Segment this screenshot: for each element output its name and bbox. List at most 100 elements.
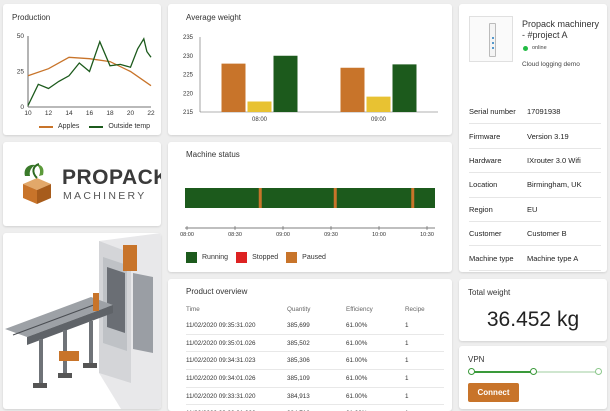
device-info-row: Region EU xyxy=(469,198,601,222)
device-info-row: Firmware Version 3.19 xyxy=(469,124,601,149)
y-tick-label: 215 xyxy=(183,110,194,116)
table-row: 11/02/2020 09:35:01.026 385,502 61.00% 1 xyxy=(186,335,444,353)
connect-button[interactable]: Connect xyxy=(468,383,519,402)
table-cell: 1 xyxy=(405,374,409,382)
table-row: 11/02/2020 09:34:01.026 385,109 61.00% 1 xyxy=(186,370,444,388)
x-tick-label: 12 xyxy=(45,110,53,117)
column-header-time: Time xyxy=(186,305,200,313)
timeline-tick-label: 08:00 xyxy=(180,232,194,238)
device-info-key: Location xyxy=(469,180,498,190)
x-tick-label: 14 xyxy=(65,110,73,117)
table-cell: 385,502 xyxy=(287,339,310,347)
timeline-tick-label: 09:30 xyxy=(324,232,338,238)
table-cell: 1 xyxy=(405,321,409,329)
outside-temp-legend-line xyxy=(89,125,104,128)
device-info-key: Hardware xyxy=(469,155,502,165)
table-cell: 61.00% xyxy=(346,321,368,329)
timeline-tick-label: 08:30 xyxy=(228,232,242,238)
vpn-title: VPN xyxy=(468,355,485,364)
y-tick-label: 50 xyxy=(17,33,25,40)
timeline-tick-label: 10:00 xyxy=(372,232,386,238)
paused-legend-swatch xyxy=(286,252,298,263)
production-chart: 0 25 50 10 12 14 16 18 20 22 xyxy=(17,33,155,117)
device-info-row: Serial number 17091938 xyxy=(469,100,601,125)
table-row: 11/02/2020 09:33:31.020 384,913 61.00% 1 xyxy=(186,388,444,406)
vpn-progress-fill xyxy=(471,371,533,373)
production-title: Production xyxy=(12,13,51,22)
machine-status-legend: Running Stopped Paused xyxy=(186,252,326,263)
device-info-value: Birmingham, UK xyxy=(527,180,582,190)
average-weight-card: Average weight 215 220 225 230 235 08:00 09:00 xyxy=(168,4,452,135)
device-subtitle: Cloud logging demo xyxy=(522,61,580,68)
device-name: Propack machinery - #project A xyxy=(522,19,600,40)
total-weight-title: Total weight xyxy=(468,288,511,297)
y-tick-label: 230 xyxy=(183,54,194,60)
product-overview-table: Time Quantity Efficiency Recipe 11/02/20… xyxy=(186,301,444,411)
table-row: 11/02/2020 09:35:31.020 385,699 61.00% 1 xyxy=(186,317,444,335)
table-cell: 61.00% xyxy=(346,339,368,347)
production-card: Production 0 25 50 10 12 14 16 18 20 22 Apples Ou… xyxy=(3,4,161,135)
outside-temp-legend-label: Outside temp xyxy=(108,123,151,130)
device-info-key: Region xyxy=(469,204,493,214)
propack-logo-icon xyxy=(23,163,51,204)
device-info-value: Machine type A xyxy=(527,253,579,263)
average-weight-chart: 215 220 225 230 235 08:00 09:00 xyxy=(183,35,438,123)
device-info-value: IXrouter 3.0 Wifi xyxy=(527,155,581,165)
table-cell: 1 xyxy=(405,392,409,400)
stopped-legend-swatch xyxy=(236,252,248,263)
device-info-row: Machine type Machine type A xyxy=(469,246,601,271)
vpn-step-1-icon xyxy=(468,368,475,375)
bar xyxy=(340,67,365,112)
device-info-value: Version 3.19 xyxy=(527,131,569,141)
x-tick-label: 10 xyxy=(24,110,32,117)
table-header: Time Quantity Efficiency Recipe xyxy=(186,301,444,317)
table-cell: 11/02/2020 09:34:01.026 xyxy=(186,374,256,382)
y-tick-label: 0 xyxy=(20,104,24,111)
device-info-value: EU xyxy=(527,204,538,214)
table-cell: 385,306 xyxy=(287,357,310,365)
y-tick-label: 225 xyxy=(183,73,194,79)
table-cell: 61.00% xyxy=(346,392,368,400)
device-card: Propack machinery - #project A online Cl… xyxy=(459,4,607,272)
column-header-recipe: Recipe xyxy=(405,305,425,313)
table-cell: 11/02/2020 09:35:31.020 xyxy=(186,321,256,329)
y-tick-label: 25 xyxy=(17,69,25,76)
device-info-value: Customer B xyxy=(527,229,567,239)
paused-segment xyxy=(333,188,337,208)
table-cell: 61.00% xyxy=(346,357,368,365)
apples-legend-line xyxy=(39,125,53,128)
production-legend: Apples Outside temp xyxy=(39,123,150,130)
device-image xyxy=(469,16,513,62)
total-weight-value: 36.452 kg xyxy=(486,308,580,331)
x-tick-label: 09:00 xyxy=(371,117,387,123)
bar xyxy=(273,55,298,112)
table-row: 11/02/2020 09:34:31.023 385,306 61.00% 1 xyxy=(186,352,444,371)
timeline-tick-label: 10:30 xyxy=(420,232,434,238)
device-status: online xyxy=(532,45,547,51)
running-segment xyxy=(185,188,435,208)
table-cell: 1 xyxy=(405,339,409,347)
column-header-quantity: Quantity xyxy=(287,305,311,313)
x-tick-label: 08:00 xyxy=(252,117,268,123)
running-legend-label: Running xyxy=(202,254,229,261)
bar xyxy=(221,63,246,112)
paused-legend-label: Paused xyxy=(302,254,326,261)
series-line-apples xyxy=(27,56,152,87)
table-cell: 385,109 xyxy=(287,374,310,382)
machine-status-timeline: 08:00 08:30 09:00 09:30 10:00 10:30 xyxy=(180,188,435,238)
series-line-outside-temp xyxy=(27,37,152,106)
device-info-row: Customer Customer B xyxy=(469,222,601,247)
bar xyxy=(247,101,272,112)
device-info-key: Machine type xyxy=(469,253,514,263)
machine-photo-card xyxy=(3,233,161,409)
vpn-step-2-icon xyxy=(530,368,537,375)
x-tick-label: 20 xyxy=(127,110,135,117)
stopped-legend-label: Stopped xyxy=(252,254,279,261)
running-legend-swatch xyxy=(186,252,197,263)
vpn-step-3-icon xyxy=(595,368,602,375)
table-cell: 384,913 xyxy=(287,392,310,400)
x-tick-label: 18 xyxy=(106,110,114,117)
table-cell: 1 xyxy=(405,357,409,365)
x-tick-label: 16 xyxy=(86,110,94,117)
table-body: 11/02/2020 09:35:31.020 385,699 61.00% 1 11/… xyxy=(186,317,444,411)
